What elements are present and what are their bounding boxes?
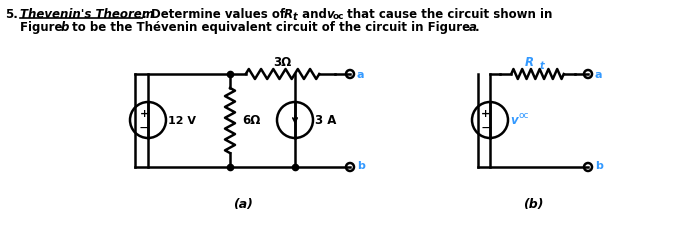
Text: 3Ω: 3Ω bbox=[274, 56, 291, 69]
Text: R: R bbox=[284, 8, 293, 21]
Text: 5.: 5. bbox=[5, 8, 18, 21]
Text: a: a bbox=[469, 21, 477, 34]
Text: that cause the circuit shown in: that cause the circuit shown in bbox=[343, 8, 553, 21]
Text: t: t bbox=[540, 61, 544, 71]
Text: a: a bbox=[595, 70, 603, 80]
Text: v: v bbox=[510, 114, 518, 127]
Text: 6Ω: 6Ω bbox=[242, 114, 261, 127]
Text: b: b bbox=[61, 21, 69, 34]
Text: to be the Thévenin equivalent circuit of the circuit in Figure: to be the Thévenin equivalent circuit of… bbox=[68, 21, 474, 34]
Text: −: − bbox=[480, 120, 492, 134]
Text: +: + bbox=[482, 108, 490, 119]
Text: 3 A: 3 A bbox=[315, 114, 337, 127]
Text: oc: oc bbox=[519, 111, 529, 120]
Text: (a): (a) bbox=[233, 198, 252, 211]
Text: v: v bbox=[326, 8, 334, 21]
Text: Thevenin's Theorem: Thevenin's Theorem bbox=[20, 8, 154, 21]
Text: R: R bbox=[525, 56, 534, 69]
Text: −: − bbox=[138, 120, 150, 134]
Text: t: t bbox=[293, 12, 298, 22]
Circle shape bbox=[584, 71, 592, 79]
Text: Figure: Figure bbox=[20, 21, 66, 34]
Text: +: + bbox=[140, 108, 148, 119]
Text: b: b bbox=[595, 160, 603, 170]
Text: oc: oc bbox=[333, 12, 345, 21]
Circle shape bbox=[346, 71, 354, 79]
Text: : Determine values of: : Determine values of bbox=[142, 8, 289, 21]
Text: a: a bbox=[357, 70, 365, 80]
Text: (b): (b) bbox=[523, 198, 543, 211]
Text: b: b bbox=[357, 160, 365, 170]
Circle shape bbox=[346, 163, 354, 171]
Text: and: and bbox=[298, 8, 331, 21]
Circle shape bbox=[584, 163, 592, 171]
Text: .: . bbox=[475, 21, 479, 34]
Text: 12 V: 12 V bbox=[168, 115, 196, 126]
